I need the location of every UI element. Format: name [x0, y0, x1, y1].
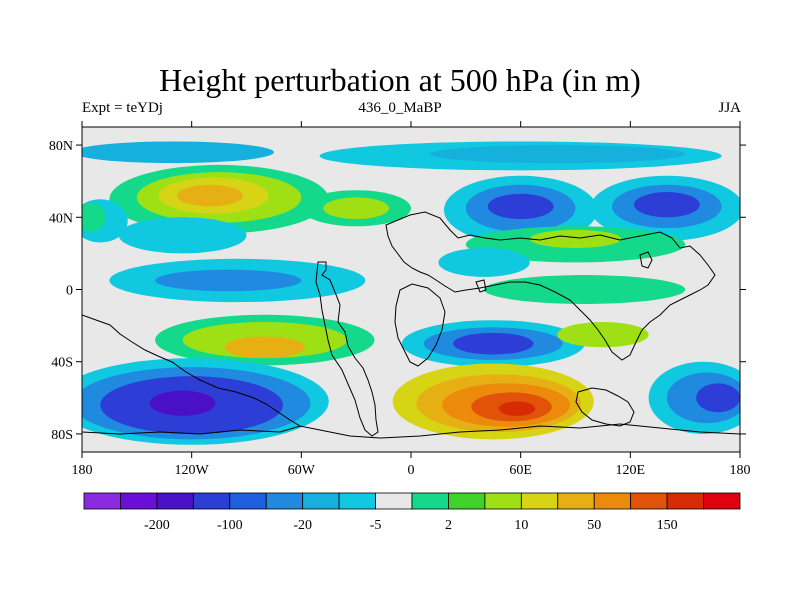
axis-ticks: 180 120W 60W 0 60E 120E 180 80N 40N 0 40S 80S: [49, 121, 751, 478]
colorbar-label: -200: [144, 518, 170, 533]
coastline-south-america: [315, 261, 379, 437]
colorbar-swatch: [484, 492, 522, 510]
coastline-japan: [475, 279, 487, 293]
region-tropic-east-green: [484, 275, 686, 304]
region-natl-ridge-inner: [323, 197, 390, 220]
colorbar-swatch: [520, 492, 559, 510]
region-n-arctic-band: [82, 141, 274, 164]
lon-tick-label: 60W: [288, 463, 316, 478]
colorbar-swatch: [448, 492, 486, 510]
season-label: JJA: [718, 100, 741, 116]
lon-tick-label: 0: [408, 463, 415, 478]
colorbar-label: 2: [445, 518, 452, 533]
colorbar-swatch: [302, 492, 340, 510]
region-s-aus-trough-core: [696, 383, 740, 413]
colorbar-swatch: [666, 492, 704, 510]
colorbar-label: 50: [587, 518, 601, 533]
colorbar-label: -100: [217, 518, 243, 533]
coastline-europe-asia: [385, 211, 716, 361]
colorbar-swatch: [375, 492, 413, 510]
region-asia-subtrop-ridge-inner: [529, 229, 622, 248]
coastline-north-america: [82, 314, 301, 427]
colorbar-swatch: [593, 492, 632, 510]
coastline-australia: [575, 387, 635, 427]
contour-fills: [82, 141, 740, 445]
region-s-atl-trough-core: [453, 332, 534, 355]
region-s-ind-ridge: [557, 322, 649, 348]
region-asia-trough-core: [633, 192, 700, 218]
colorbar-swatch: [703, 492, 741, 510]
colorbar-swatch: [229, 492, 267, 510]
colorbar-swatch: [338, 492, 376, 510]
coastline-greenland: [639, 251, 653, 269]
lon-tick-label: 60E: [509, 463, 532, 478]
region-npac-sub-trough: [118, 217, 247, 254]
colorbar-label: -20: [293, 518, 312, 533]
colorbar-label: -5: [370, 518, 382, 533]
region-s-mid-ridge-inner: [224, 336, 305, 359]
colorbar-swatch: [156, 492, 194, 510]
lon-tick-label: 180: [730, 463, 751, 478]
coastlines: [82, 211, 740, 439]
region-eur-trough-core: [487, 193, 554, 220]
region-s-ind-ridge-peak: [498, 401, 536, 416]
colorbar-swatch: [83, 492, 121, 510]
coastline-antarctica: [82, 423, 740, 439]
colorbar-label: 150: [657, 518, 678, 533]
colorbar: -200 -100 -20 -5 2 10 50 150: [83, 492, 741, 533]
coastline-africa: [394, 283, 446, 367]
lon-tick-label: 180: [72, 463, 93, 478]
lat-tick-label: 40S: [51, 356, 73, 371]
lon-tick-label: 120E: [616, 463, 646, 478]
colorbar-swatch: [411, 492, 449, 510]
region-s-pac-trough-core: [149, 390, 216, 416]
region-tropic-east: [438, 247, 530, 277]
lat-tick-label: 0: [66, 284, 73, 299]
region-npac-ridge-core: [177, 184, 243, 207]
experiment-label: Expt = teYDj: [82, 100, 163, 116]
lat-tick-label: 80N: [49, 139, 73, 154]
region-tropic-band-inner: [155, 269, 302, 292]
colorbar-swatch: [192, 492, 231, 510]
chart-title: Height perturbation at 500 hPa (in m): [159, 62, 641, 98]
colorbar-swatch: [630, 492, 668, 510]
region-n-arctic-band-east-inner: [429, 145, 686, 164]
case-label: 436_0_MaBP: [358, 100, 442, 116]
region-w-nam-ridge: [82, 202, 106, 232]
colorbar-swatch: [265, 492, 304, 510]
lon-tick-label: 120W: [175, 463, 210, 478]
colorbar-swatch: [557, 492, 595, 510]
colorbar-swatch: [120, 492, 158, 510]
lat-tick-label: 80S: [51, 428, 73, 443]
colorbar-label: 10: [514, 518, 528, 533]
lat-tick-label: 40N: [49, 211, 73, 226]
